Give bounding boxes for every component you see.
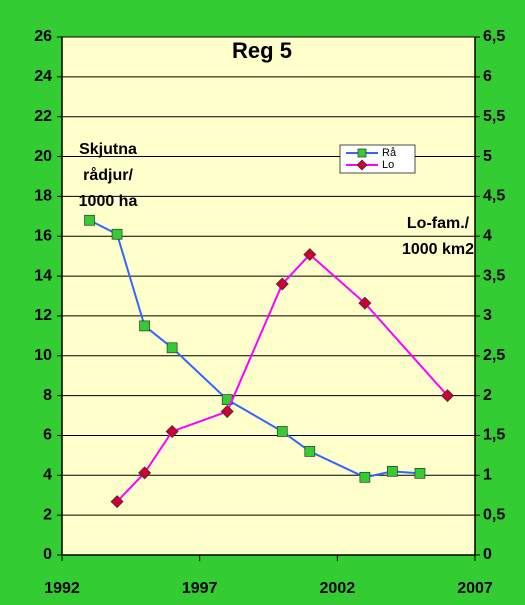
y-tick-label: 26 xyxy=(34,28,52,45)
y-tick-label: 20 xyxy=(34,148,52,165)
chart-title: Reg 5 xyxy=(232,38,292,63)
y2-tick-label: 3,5 xyxy=(483,267,505,284)
marker xyxy=(220,405,234,419)
marker xyxy=(84,214,95,226)
legend-label: Rå xyxy=(382,147,397,159)
y2-tick-label: 6 xyxy=(483,68,492,85)
legend-label: Lo xyxy=(382,159,394,171)
y2-tick-label: 1,5 xyxy=(483,427,505,444)
y2-tick-label: 6,5 xyxy=(483,28,505,45)
y-tick-label: 22 xyxy=(34,108,52,125)
marker xyxy=(359,471,371,483)
legend-marker xyxy=(357,148,367,158)
y-tick-label: 24 xyxy=(34,68,52,85)
x-tick-label: 1992 xyxy=(44,580,80,597)
y2-tick-label: 4 xyxy=(483,227,492,244)
x-tick-label: 1997 xyxy=(182,580,218,597)
y2-tick-label: 3 xyxy=(483,307,492,324)
marker xyxy=(358,296,372,310)
y2-tick-label: 5,5 xyxy=(483,108,505,125)
y2-tick-label: 2,5 xyxy=(483,347,505,364)
marker xyxy=(275,277,289,291)
marker xyxy=(111,228,123,240)
y-tick-label: 16 xyxy=(34,227,52,244)
x-tick-label: 2007 xyxy=(457,580,493,597)
series-line xyxy=(116,253,449,503)
marker xyxy=(414,467,426,479)
y-tick-label: 6 xyxy=(43,427,52,444)
marker xyxy=(303,248,317,262)
x-tick-label: 2002 xyxy=(320,580,356,597)
marker xyxy=(387,465,398,477)
y-tick-label: 2 xyxy=(43,506,52,523)
y2-tick-label: 0,5 xyxy=(483,506,505,523)
marker xyxy=(276,426,288,437)
legend-box xyxy=(339,144,416,174)
y-tick-label: 12 xyxy=(34,307,52,324)
y2-tick-label: 2 xyxy=(483,387,492,404)
y2-tick-label: 4,5 xyxy=(483,188,505,205)
legend-marker xyxy=(356,159,368,171)
marker xyxy=(440,389,454,403)
annotation: Skjutna xyxy=(79,141,137,158)
y2-tick-label: 0 xyxy=(483,546,492,563)
marker xyxy=(166,342,178,354)
y-tick-label: 0 xyxy=(43,546,52,563)
series-line xyxy=(89,219,421,479)
marker xyxy=(165,424,179,438)
marker xyxy=(110,495,124,509)
annotation: 1000 ha xyxy=(79,193,138,210)
marker xyxy=(139,320,150,332)
y-tick-label: 18 xyxy=(34,188,52,205)
marker xyxy=(138,466,152,480)
y2-tick-label: 5 xyxy=(483,148,492,165)
y-tick-label: 10 xyxy=(34,347,52,364)
plot-area xyxy=(62,37,475,555)
annotation: rådjur/ xyxy=(83,166,133,184)
y2-tick-label: 1 xyxy=(483,467,492,484)
annotation: Lo-fam./ xyxy=(407,215,470,232)
y-tick-label: 14 xyxy=(34,267,52,284)
y-tick-label: 4 xyxy=(43,467,52,484)
annotation: 1000 km2 xyxy=(402,241,474,258)
marker xyxy=(304,446,316,457)
y-tick-label: 8 xyxy=(43,387,52,404)
